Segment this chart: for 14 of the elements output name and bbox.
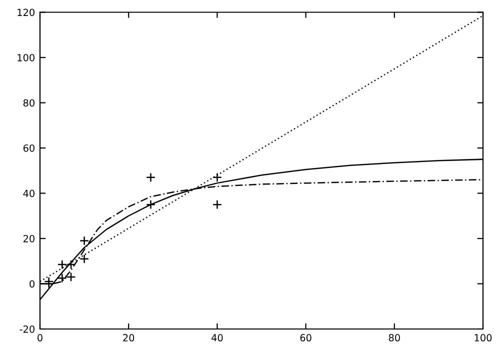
y-tick-label: 40 bbox=[23, 190, 34, 198]
y-tick-label: 120 bbox=[18, 8, 34, 16]
x-tick-label: 0 bbox=[38, 334, 42, 342]
x-tick-label: 20 bbox=[123, 334, 134, 342]
x-tick-label: 100 bbox=[474, 334, 492, 342]
x-tick-label: 40 bbox=[211, 334, 223, 342]
y-tick-label: 0 bbox=[30, 280, 34, 288]
y-tick-label: -20 bbox=[20, 325, 34, 333]
x-tick-label: 60 bbox=[300, 334, 312, 342]
y-tick-label: 100 bbox=[18, 54, 34, 62]
y-tick-label: 80 bbox=[23, 99, 34, 107]
x-tick-label: 80 bbox=[388, 334, 400, 342]
y-tick-label: 20 bbox=[23, 234, 34, 242]
y-tick-label: 60 bbox=[23, 144, 34, 152]
